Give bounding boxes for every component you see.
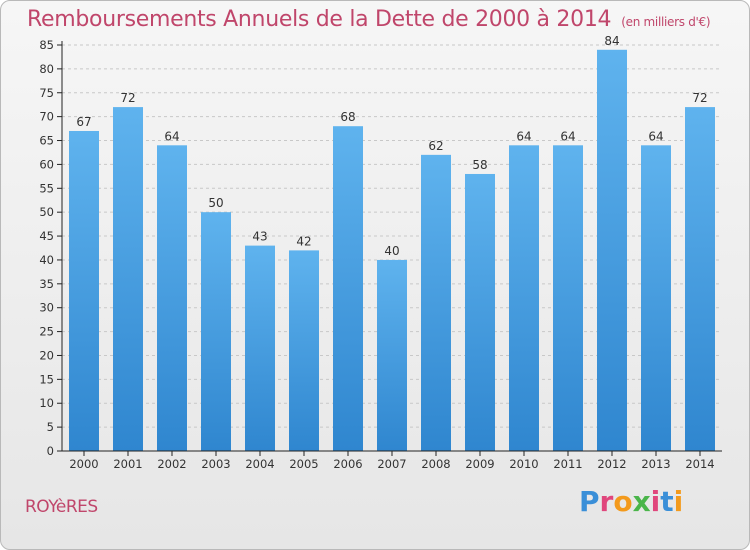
bar-2009 — [465, 173, 495, 451]
data-label-2013: 64 — [648, 129, 663, 143]
y-tick-label: 60 — [39, 157, 54, 171]
bar-2006 — [333, 126, 363, 451]
chart-title: Remboursements Annuels de la Dette de 20… — [27, 7, 711, 32]
y-tick-label: 0 — [47, 444, 54, 458]
logo-letter: i — [673, 485, 684, 518]
y-tick-label: 15 — [39, 372, 54, 386]
data-label-2007: 40 — [384, 244, 399, 258]
bar-2012 — [597, 49, 627, 452]
x-tick-label: 2002 — [157, 457, 186, 471]
bar-2014 — [685, 107, 715, 451]
x-tick-label: 2005 — [289, 457, 318, 471]
y-tick-label: 45 — [39, 229, 54, 243]
data-label-2011: 64 — [560, 129, 575, 143]
x-tick-label: 2012 — [597, 457, 626, 471]
data-label-2014: 72 — [692, 91, 707, 105]
bar-2003 — [201, 212, 231, 451]
bar-2004 — [245, 245, 275, 451]
y-tick-label: 85 — [39, 38, 54, 52]
x-tick-label: 2010 — [509, 457, 538, 471]
bar-2013 — [641, 145, 671, 451]
x-tick-label: 2011 — [553, 457, 582, 471]
logo-letter: i — [650, 485, 661, 518]
logo-letter: r — [599, 485, 614, 518]
x-tick-label: 2001 — [113, 457, 142, 471]
bar-2007 — [377, 259, 407, 451]
data-label-2005: 42 — [296, 234, 311, 248]
x-tick-label: 2008 — [421, 457, 450, 471]
data-label-2001: 72 — [120, 91, 135, 105]
bar-2002 — [157, 145, 187, 451]
data-label-2008: 62 — [428, 139, 443, 153]
data-label-2010: 64 — [516, 129, 531, 143]
bar-2000 — [69, 130, 99, 451]
y-tick-label: 5 — [47, 420, 54, 434]
y-tick-label: 25 — [39, 325, 54, 339]
logo-letter: o — [613, 485, 633, 518]
x-tick-label: 2006 — [333, 457, 362, 471]
bar-2008 — [421, 154, 451, 451]
x-tick-label: 2004 — [245, 457, 274, 471]
bar-2001 — [113, 107, 143, 451]
x-tick-label: 2007 — [377, 457, 406, 471]
logo-letter: P — [579, 485, 600, 518]
proxiti-logo: Proxiti — [579, 485, 683, 518]
y-tick-label: 10 — [39, 396, 54, 410]
data-label-2009: 58 — [472, 158, 487, 172]
bar-2011 — [553, 145, 583, 451]
data-label-2002: 64 — [164, 129, 179, 143]
data-label-2003: 50 — [208, 196, 223, 210]
y-tick-label: 50 — [39, 205, 54, 219]
x-tick-label: 2003 — [201, 457, 230, 471]
chart-unit-note: (en milliers d'€) — [621, 15, 711, 29]
y-tick-label: 40 — [39, 253, 54, 267]
y-tick-label: 65 — [39, 134, 54, 148]
logo-letter: t — [660, 485, 674, 518]
y-tick-label: 75 — [39, 86, 54, 100]
bar-2010 — [509, 145, 539, 451]
y-tick-label: 30 — [39, 301, 54, 315]
y-tick-label: 55 — [39, 181, 54, 195]
y-tick-label: 70 — [39, 110, 54, 124]
data-label-2004: 43 — [252, 230, 267, 244]
x-tick-label: 2009 — [465, 457, 494, 471]
data-label-2000: 67 — [76, 115, 91, 129]
data-label-2012: 84 — [604, 34, 619, 48]
x-tick-label: 2000 — [69, 457, 98, 471]
y-tick-label: 80 — [39, 62, 54, 76]
y-tick-label: 20 — [39, 348, 54, 362]
commune-name: ROYèRES — [25, 497, 98, 517]
x-tick-label: 2014 — [685, 457, 714, 471]
chart-title-text: Remboursements Annuels de la Dette de 20… — [27, 7, 612, 32]
x-tick-label: 2013 — [641, 457, 670, 471]
bar-2005 — [289, 250, 319, 451]
y-tick-label: 35 — [39, 277, 54, 291]
data-label-2006: 68 — [340, 110, 355, 124]
logo-letter: x — [632, 485, 651, 518]
